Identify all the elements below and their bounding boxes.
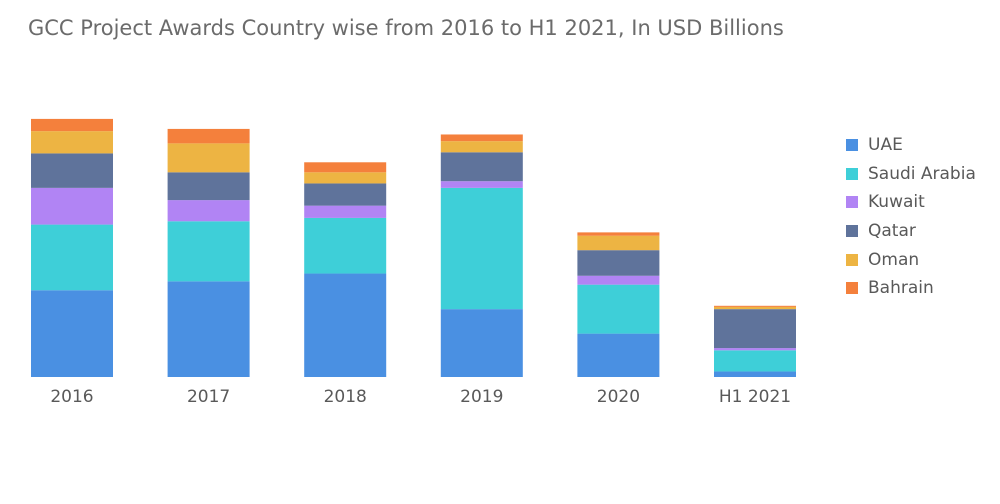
bar-2017-uae[interactable] [167,281,250,377]
bar-h1-2021-saudi-arabia[interactable] [714,350,796,372]
legend-label-bahrain: Bahrain [868,278,934,299]
legend-swatch-qatar [846,225,858,238]
bar-2018-saudi-arabia[interactable] [304,217,387,274]
bar-2019-oman[interactable] [440,141,523,153]
bar-2019-bahrain[interactable] [440,134,523,142]
bar-h1-2021-kuwait[interactable] [714,348,796,351]
legend-swatch-bahrain [846,282,858,295]
bar-2020-oman[interactable] [577,235,660,251]
legend: UAE Saudi Arabia Kuwait Qatar Oman Bahra… [846,131,976,303]
bar-h1-2021-bahrain[interactable] [714,305,796,307]
bar-2018-qatar[interactable] [304,183,387,206]
legend-label-saudi-arabia: Saudi Arabia [868,163,976,184]
bar-2018-oman[interactable] [304,172,387,184]
bar-2016-qatar[interactable] [31,153,113,188]
bar-2020-uae[interactable] [577,333,660,377]
x-tick-labels: 2016 2017 2018 2019 2020 H1 2021 [50,387,791,407]
bar-2019-uae[interactable] [440,309,523,377]
bar-2016-kuwait[interactable] [31,187,113,225]
legend-swatch-uae [846,139,858,152]
bar-2019-qatar[interactable] [440,152,523,182]
legend-item-oman[interactable]: Oman [846,245,976,274]
bar-2017-qatar[interactable] [167,172,250,201]
bar-2017-oman[interactable] [167,143,250,173]
bar-h1-2021-uae[interactable] [714,371,796,377]
bar-2017-saudi-arabia[interactable] [167,221,250,282]
bar-2020-qatar[interactable] [577,250,660,276]
legend-item-kuwait[interactable]: Kuwait [846,188,976,217]
bar-2020-kuwait[interactable] [577,275,660,285]
legend-label-uae: UAE [868,135,903,156]
x-tick-label: H1 2021 [719,387,791,407]
legend-label-oman: Oman [868,249,920,270]
x-tick-label: 2019 [460,387,503,407]
bar-2016-bahrain[interactable] [31,118,113,132]
legend-item-bahrain[interactable]: Bahrain [846,274,976,303]
legend-swatch-kuwait [846,196,858,209]
legend-item-qatar[interactable]: Qatar [846,217,976,246]
legend-item-uae[interactable]: UAE [846,131,976,160]
x-tick-label: 2020 [597,387,640,407]
bar-2017-kuwait[interactable] [167,200,250,222]
bar-2016-saudi-arabia[interactable] [31,224,113,291]
x-tick-label: 2018 [324,387,367,407]
bar-h1-2021-oman[interactable] [714,306,796,310]
legend-label-kuwait: Kuwait [868,192,925,213]
x-tick-label: 2017 [187,387,230,407]
legend-swatch-saudi-arabia [846,167,858,180]
bar-2016-uae[interactable] [31,290,113,377]
bar-2019-kuwait[interactable] [440,181,523,188]
legend-label-qatar: Qatar [868,221,916,242]
bar-2020-saudi-arabia[interactable] [577,284,660,334]
bars-layer [31,118,796,377]
legend-swatch-oman [846,253,858,266]
bar-2019-saudi-arabia[interactable] [440,187,523,310]
bar-2018-uae[interactable] [304,273,387,377]
bar-2018-kuwait[interactable] [304,205,387,218]
bar-2020-bahrain[interactable] [577,232,660,236]
bar-2016-oman[interactable] [31,131,113,154]
bar-2018-bahrain[interactable] [304,162,387,173]
bar-2017-bahrain[interactable] [167,128,250,144]
legend-item-saudi-arabia[interactable]: Saudi Arabia [846,160,976,189]
bar-h1-2021-qatar[interactable] [714,309,796,349]
chart-title: GCC Project Awards Country wise from 201… [28,16,784,40]
x-tick-label: 2016 [50,387,93,407]
